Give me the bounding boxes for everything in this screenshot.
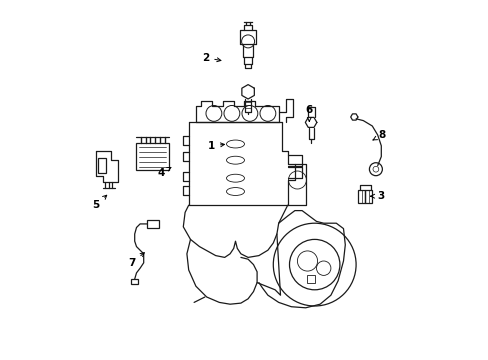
Text: 1: 1 (207, 141, 224, 151)
Text: 6: 6 (305, 105, 312, 121)
Bar (365, 190, 371, 203)
Text: 3: 3 (370, 191, 384, 201)
Bar (98, 158, 106, 173)
Bar (357, 190, 365, 203)
Text: 2: 2 (202, 53, 221, 63)
Text: 8: 8 (372, 130, 385, 140)
Bar (147, 220, 159, 228)
Bar (307, 275, 315, 283)
Text: 7: 7 (128, 253, 144, 268)
Text: 5: 5 (92, 195, 106, 210)
Text: 4: 4 (157, 167, 170, 178)
Bar (136, 143, 168, 170)
Bar (131, 279, 137, 284)
